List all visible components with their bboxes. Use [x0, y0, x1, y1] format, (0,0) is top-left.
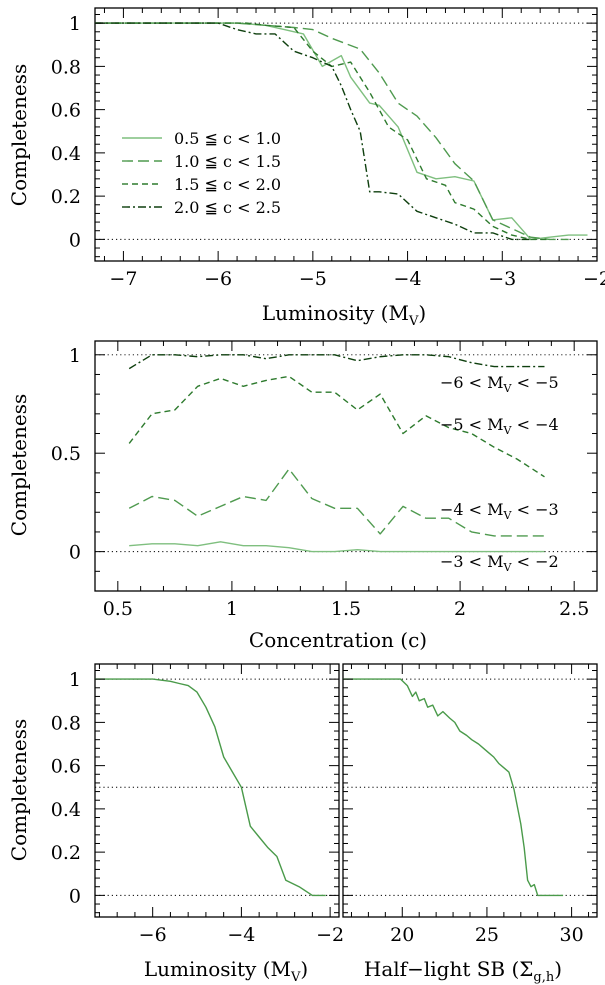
- x-tick-label: −5: [299, 268, 327, 290]
- y-tick-label: 0.5: [51, 443, 81, 465]
- y-tick-label: 0: [69, 885, 81, 907]
- x-tick-label: 1: [226, 598, 238, 620]
- legend-label: 1.0 ≦ c < 1.5: [174, 152, 281, 171]
- y-tick-label: 1: [69, 669, 81, 691]
- panel-1-xlabel: Luminosity (MV): [262, 301, 426, 329]
- y-tick-label: 0.8: [51, 56, 81, 78]
- y-tick-label: 0.4: [51, 799, 81, 821]
- x-tick-label: 20: [390, 924, 414, 946]
- series-label: −6 < MV < −5: [440, 373, 559, 395]
- panel-3-frame: [94, 663, 340, 918]
- panel-half-light-sb: 20 25 30 Half−light SB (Σg,h): [342, 663, 598, 985]
- panel-luminosity-by-concentration: −7 −6 −5 −4 −3 −200.20.40.60.81 Completeness …: [7, 7, 605, 329]
- panel-4-xlabel: Half−light SB (Σg,h): [364, 957, 562, 985]
- x-tick-label: 25: [475, 924, 499, 946]
- series-line-1: [95, 22, 569, 241]
- panel-2-xlabel: Concentration (c): [249, 628, 427, 652]
- panel-overall-luminosity: −6 −4 −2 0 0.2 0.4 0.6 0.8 1 Completeness Lumino…: [7, 663, 344, 985]
- series-label: −3 < MV < −2: [440, 552, 559, 574]
- panel-1-legend: 0.5 ≦ c < 1.0 1.0 ≦ c < 1.5 1.5 ≦ c < 2.0 2…: [122, 129, 281, 217]
- series-line-3: [129, 541, 545, 553]
- panel-1-ylabel: Completeness: [7, 64, 31, 206]
- y-tick-label: 0.2: [51, 186, 81, 208]
- series-line-0: [128, 354, 545, 370]
- series-label: −5 < MV < −4: [440, 415, 559, 437]
- panel-2-range-labels: −6 < MV < −5 −5 < MV < −4 −4 < MV < −3 −3 <…: [440, 373, 559, 574]
- x-tick-label: 2.5: [559, 598, 589, 620]
- panel-4-frame: [342, 663, 598, 918]
- x-tick-label: −6: [204, 268, 232, 290]
- series-line-0: [343, 678, 564, 897]
- y-tick-label: 0.6: [51, 100, 81, 122]
- series-line-0: [95, 678, 326, 897]
- x-tick-label: 2: [454, 598, 466, 620]
- y-tick-label: 0: [69, 542, 81, 564]
- x-tick-label: −4: [394, 268, 422, 290]
- panel-completeness-vs-concentration: 0.5 1 1.5 2 2.5 0 0.5 1 Completeness Concentrat…: [7, 340, 598, 652]
- x-tick-label: −7: [109, 268, 137, 290]
- series-label: −4 < MV < −3: [440, 500, 559, 522]
- y-tick-label: 1: [69, 345, 81, 367]
- x-tick-label: −2: [316, 924, 344, 946]
- series-line-2: [128, 468, 545, 537]
- y-tick-label: 0.6: [51, 756, 81, 778]
- x-tick-label: −3: [488, 268, 516, 290]
- panel-1-frame: [94, 7, 598, 262]
- panel-3-xlabel: Luminosity (MV): [144, 957, 308, 985]
- legend-label: 2.0 ≦ c < 2.5: [174, 198, 281, 217]
- x-tick-label: −2: [583, 268, 605, 290]
- series-line-2: [95, 22, 550, 241]
- series-line-0: [95, 22, 588, 241]
- series-line-1: [128, 375, 545, 478]
- panel-3-ylabel: Completeness: [7, 719, 31, 861]
- x-tick-label: −4: [227, 924, 255, 946]
- y-tick-label: 0: [69, 229, 81, 251]
- x-tick-label: 1.5: [331, 598, 361, 620]
- y-tick-label: 0.2: [51, 842, 81, 864]
- y-tick-label: 0.8: [51, 712, 81, 734]
- y-tick-label: 0.4: [51, 143, 81, 165]
- legend-label: 0.5 ≦ c < 1.0: [174, 129, 281, 148]
- panel-2-ylabel: Completeness: [7, 394, 31, 536]
- y-tick-label: 1: [69, 13, 81, 35]
- x-tick-label: −6: [139, 924, 167, 946]
- x-tick-label: 30: [560, 924, 584, 946]
- legend-label: 1.5 ≦ c < 2.0: [174, 175, 281, 194]
- x-tick-label: 0.5: [103, 598, 133, 620]
